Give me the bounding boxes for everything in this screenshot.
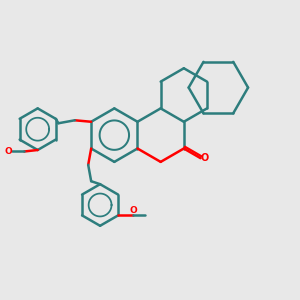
Text: O: O xyxy=(129,206,137,215)
Text: O: O xyxy=(4,147,12,156)
Text: O: O xyxy=(201,153,209,163)
